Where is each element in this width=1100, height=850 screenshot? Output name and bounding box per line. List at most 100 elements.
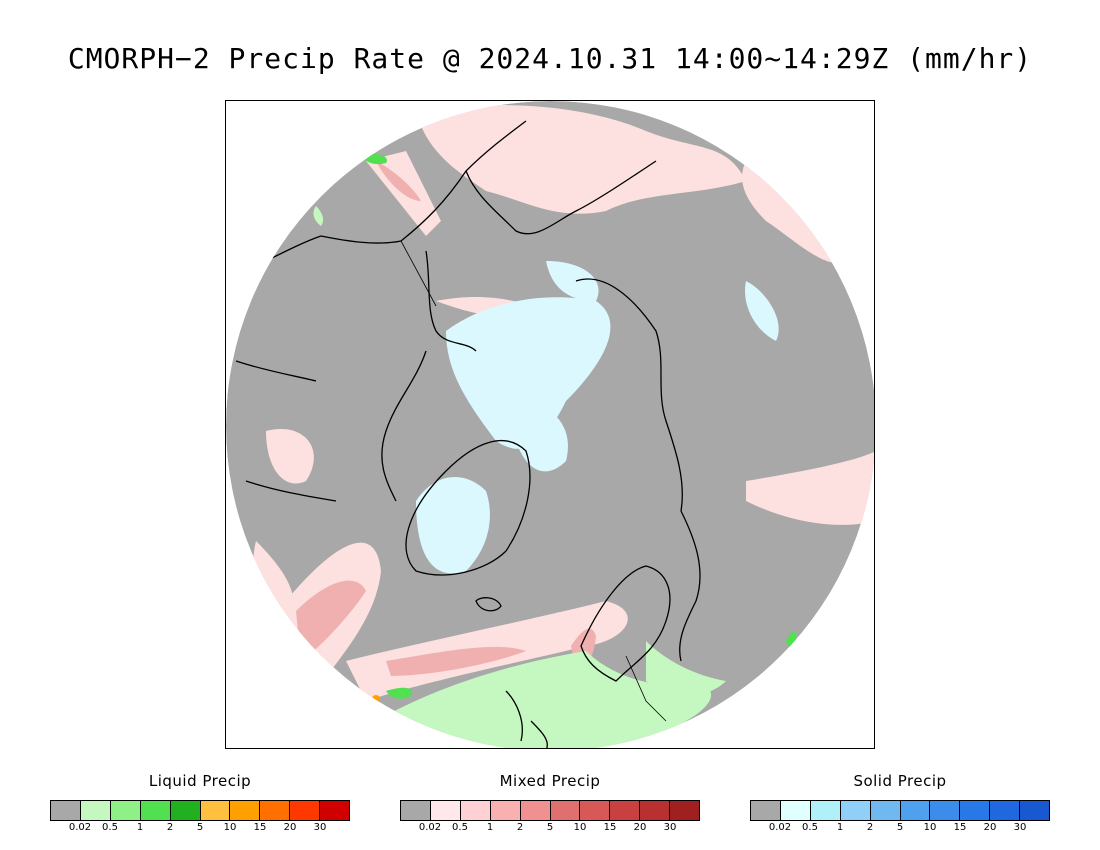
map-canvas (226, 101, 874, 748)
legend-mixed-ticks: 0.02 0.5 1 2 5 10 15 20 30 (400, 821, 700, 835)
legend-solid-tick-label: 5 (896, 822, 904, 833)
coastline-canadian-archipelago (381, 350, 427, 502)
legend-liquid-swatch (260, 801, 291, 820)
legend-solid-swatch (930, 801, 961, 820)
legend-mixed-swatch (670, 801, 700, 820)
legend-liquid-tick-label: 5 (196, 822, 204, 833)
legend-solid-tick-label: 30 (1013, 822, 1027, 833)
legend-liquid-tick-label: 1 (136, 822, 144, 833)
legend-solid-swatches (750, 800, 1050, 821)
coastline-british-isles (505, 690, 548, 748)
liquid-area-alaska (313, 206, 324, 226)
legend-liquid-tick-label: 10 (223, 822, 237, 833)
legend-mixed-tick-label: 15 (603, 822, 617, 833)
polar-precip-map (225, 100, 875, 749)
legend-solid-swatch (960, 801, 991, 820)
coastline-kara-sea (679, 510, 701, 662)
liquid-heavy-atlantic (386, 687, 412, 699)
coastlines (235, 120, 701, 748)
legend-solid-swatch (751, 801, 781, 820)
border-alaska-canada (400, 240, 437, 307)
legend-solid-swatch (780, 801, 811, 820)
legend-solid-tick-label: 20 (983, 822, 997, 833)
legend-mixed-tick-label: 1 (486, 822, 494, 833)
legend-mixed-tick-label: 5 (546, 822, 554, 833)
legend-mixed-swatch (520, 801, 551, 820)
legend-liquid-tick-label: 0.02 (68, 822, 92, 833)
legend-liquid-swatch (140, 801, 171, 820)
legend-mixed-tick-label: 20 (633, 822, 647, 833)
legend-solid-tick-label: 1 (836, 822, 844, 833)
legend-mixed-swatch (490, 801, 521, 820)
legend-liquid-swatch (230, 801, 261, 820)
coastline-scandinavia (580, 565, 671, 682)
legend-mixed: Mixed Precip 0.02 0.5 1 2 5 10 15 20 30 (400, 772, 700, 835)
liquid-area-scandinavia (646, 641, 726, 696)
mixed-area-canada (266, 429, 314, 484)
legend-solid-tick-label: 15 (953, 822, 967, 833)
legend-mixed-tick-label: 0.5 (452, 822, 468, 833)
legend-solid-tick-label: 2 (866, 822, 874, 833)
legend-mixed-swatch (401, 801, 431, 820)
legend-solid: Solid Precip 0.02 0.5 1 2 5 10 15 20 30 (750, 772, 1050, 835)
legend-mixed-tick-label: 30 (663, 822, 677, 833)
mixed-band-siberia (746, 451, 874, 525)
legend-mixed-swatch (550, 801, 581, 820)
mixed-heavy-labrador (296, 580, 366, 661)
mixed-area-west (253, 541, 295, 631)
solid-precip-areas (416, 261, 779, 574)
legend-liquid-swatch (110, 801, 141, 820)
liquid-area-europe (376, 651, 712, 748)
legend-solid-swatch (810, 801, 841, 820)
mixed-heavy-atlantic (386, 646, 526, 676)
legend-solid-swatch (900, 801, 931, 820)
mixed-heavy-bering (376, 161, 421, 201)
legend-mixed-swatch (640, 801, 671, 820)
legend-mixed-tick-label: 0.02 (418, 822, 442, 833)
legend-liquid-swatch (170, 801, 201, 820)
borders (400, 240, 667, 722)
legend-solid-swatch (870, 801, 901, 820)
legend-liquid-tick-label: 0.5 (102, 822, 118, 833)
legend-liquid-swatch (320, 801, 350, 820)
legend-solid-ticks: 0.02 0.5 1 2 5 10 15 20 30 (750, 821, 1050, 835)
solid-area-east (745, 281, 779, 341)
legend-liquid-ticks: 0.02 0.5 1 2 5 10 15 20 30 (50, 821, 350, 835)
solid-area-arctic-ocean (446, 297, 611, 449)
legend-mixed-swatches (400, 800, 700, 821)
legend-liquid-swatch (200, 801, 231, 820)
coastline-hudson-bay (235, 360, 337, 502)
solid-area-siberia-coast (546, 261, 599, 301)
legend-solid-title: Solid Precip (853, 772, 947, 790)
legend-solid-tick-label: 10 (923, 822, 937, 833)
legend-liquid-swatches (50, 800, 350, 821)
legend-solid-swatch (840, 801, 871, 820)
legend-mixed-swatch (610, 801, 641, 820)
mixed-precip-heavier (296, 161, 596, 676)
legend-mixed-tick-label: 10 (573, 822, 587, 833)
solid-area-pole (506, 391, 568, 472)
border-scandinavia (625, 655, 667, 722)
solid-area-greenland (416, 477, 490, 574)
legend-solid-tick-label: 0.5 (802, 822, 818, 833)
coastline-siberia (575, 278, 683, 512)
legend-mixed-tick-label: 2 (516, 822, 524, 833)
coastline-bering-strait (400, 120, 657, 242)
legend-liquid-swatch (51, 801, 81, 820)
legend-solid-tick-label: 0.02 (768, 822, 792, 833)
coastline-arctic-canada (425, 250, 477, 352)
map-title: CMORPH−2 Precip Rate @ 2024.10.31 14:00~… (67, 42, 1033, 75)
legend-liquid-tick-label: 2 (166, 822, 174, 833)
mixed-area-north-pacific (416, 105, 746, 214)
legend-liquid: Liquid Precip 0.02 0.5 1 2 5 10 15 20 30 (50, 772, 350, 835)
legend-solid-swatch (1020, 801, 1050, 820)
legend-liquid-tick-label: 30 (313, 822, 327, 833)
legend-solid-swatch (990, 801, 1021, 820)
legend-liquid-title: Liquid Precip (148, 772, 252, 790)
legend-liquid-tick-label: 20 (283, 822, 297, 833)
coastline-greenland (405, 439, 531, 576)
legend-mixed-swatch (580, 801, 611, 820)
coastline-iceland (475, 597, 502, 612)
legend-liquid-swatch (290, 801, 321, 820)
legend-liquid-tick-label: 15 (253, 822, 267, 833)
